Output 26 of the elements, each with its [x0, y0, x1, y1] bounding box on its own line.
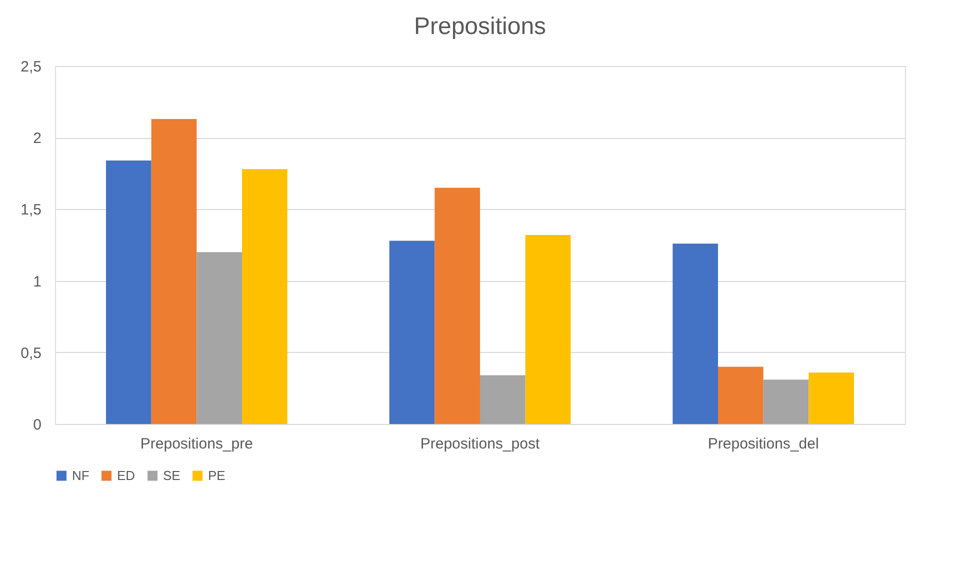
bar [480, 375, 526, 424]
y-tick-label: 1 [33, 273, 42, 290]
y-tick-label: 2,5 [20, 58, 42, 76]
legend-label: ED [117, 468, 136, 483]
legend-label: SE [163, 468, 181, 483]
bar [196, 252, 242, 424]
x-tick-label: Prepositions_del [708, 436, 819, 452]
y-tick-label: 0 [33, 416, 42, 434]
bar [151, 118, 197, 424]
chart-title: Prepositions [414, 13, 546, 40]
bar [242, 169, 288, 424]
bar [525, 234, 571, 424]
y-tick-label: 2 [33, 130, 42, 148]
bar [672, 244, 718, 424]
bar [434, 188, 480, 424]
y-tick-label: 0,5 [20, 344, 42, 362]
y-tick-label: 1,5 [20, 202, 42, 219]
bar [763, 380, 809, 424]
x-tick-label: Prepositions_post [420, 436, 540, 452]
bar [808, 372, 854, 424]
x-tick-label: Prepositions_pre [140, 436, 253, 452]
legend-label: PE [208, 468, 226, 483]
bar [718, 366, 764, 424]
bar [106, 160, 152, 424]
bar [389, 240, 435, 424]
legend-label: NF [72, 468, 90, 483]
